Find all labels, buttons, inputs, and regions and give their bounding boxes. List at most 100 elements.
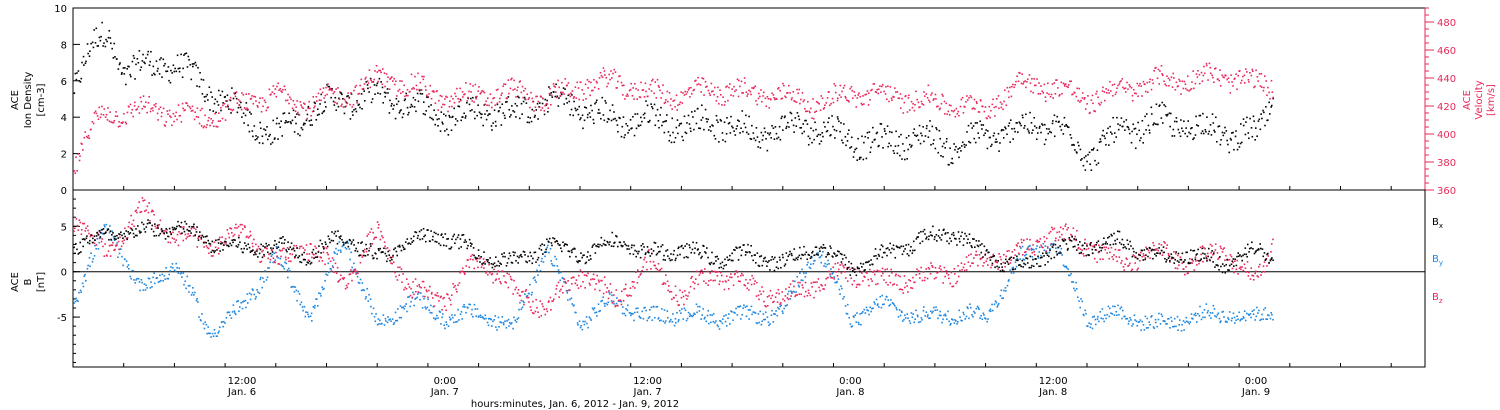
bx-point [97, 233, 100, 236]
by-point [566, 292, 569, 294]
by-point [764, 318, 767, 321]
by-point [364, 297, 367, 300]
velocity-point [1190, 88, 1193, 90]
by-point [274, 259, 277, 261]
velocity-point [1256, 75, 1259, 78]
by-point [781, 310, 784, 313]
velocity-point [869, 98, 871, 101]
velocity-point [265, 109, 268, 112]
density-point [445, 128, 448, 131]
bz-point [1082, 252, 1084, 255]
bz-point [417, 291, 420, 293]
by-point [380, 323, 382, 325]
bz-point [875, 283, 877, 286]
velocity-point [855, 106, 858, 108]
density-point [1053, 135, 1056, 138]
bz-point [529, 306, 532, 308]
bz-point [476, 260, 479, 263]
by-point [948, 320, 950, 323]
bz-point [770, 297, 772, 300]
velocity-point [669, 104, 672, 107]
density-point [136, 58, 139, 60]
bz-point [1211, 245, 1213, 247]
density-point [1047, 132, 1050, 135]
velocity-point [1092, 102, 1094, 105]
by-point [552, 264, 554, 267]
velocity-point [420, 89, 423, 91]
by-point [719, 319, 721, 322]
density-point [1189, 132, 1192, 135]
velocity-point [1265, 80, 1267, 82]
velocity-point [587, 87, 589, 89]
density-point [274, 137, 276, 139]
by-point [545, 251, 548, 253]
density-point [139, 69, 142, 71]
by-point [236, 300, 238, 303]
bz-point [900, 288, 902, 291]
by-point [682, 318, 685, 320]
by-point [809, 267, 812, 270]
velocity-point [993, 106, 996, 109]
velocity-point [1253, 86, 1255, 89]
density-point [1268, 113, 1271, 115]
by-point [154, 282, 156, 285]
bz-point [285, 258, 287, 261]
velocity-point [363, 83, 366, 85]
bz-point [560, 288, 562, 291]
velocity-point [130, 112, 133, 114]
by-point [468, 303, 470, 306]
bz-point [489, 271, 491, 274]
density-point [269, 133, 271, 136]
density-point [1035, 127, 1038, 129]
by-point [1232, 312, 1235, 315]
by-point [1117, 304, 1119, 307]
by-point [84, 273, 86, 276]
density-point [563, 103, 565, 105]
density-point [456, 120, 459, 122]
by-point [210, 336, 212, 338]
density-point [579, 118, 581, 121]
density-point [693, 110, 696, 112]
density-point [474, 117, 476, 120]
density-point [1041, 124, 1044, 126]
velocity-point [1087, 95, 1089, 97]
by-point [889, 303, 892, 306]
by-point [262, 277, 264, 279]
by-point [960, 319, 962, 322]
by-point [1133, 314, 1136, 317]
velocity-point [883, 90, 885, 93]
bz-point [460, 270, 463, 273]
bz-point [227, 232, 230, 235]
by-point [412, 291, 414, 294]
density-point [968, 140, 970, 143]
bz-point [182, 239, 185, 242]
density-point [583, 119, 586, 122]
density-point [498, 110, 500, 112]
density-point [263, 128, 265, 130]
by-point [528, 292, 530, 295]
velocity-point [259, 97, 261, 99]
velocity-point [261, 97, 264, 99]
by-point [649, 309, 651, 311]
velocity-point [521, 85, 524, 88]
velocity-point [1196, 76, 1199, 78]
bz-point [377, 227, 380, 229]
density-point [199, 71, 201, 74]
velocity-point [279, 88, 282, 90]
bz-point [1043, 236, 1046, 238]
density-point [1152, 123, 1154, 126]
velocity-point [1095, 93, 1097, 95]
density-point [109, 37, 112, 39]
velocity-point [598, 77, 601, 79]
velocity-point [586, 79, 589, 81]
bz-point [730, 273, 732, 275]
bz-point [1087, 247, 1090, 250]
density-point [439, 130, 442, 132]
bz-point [1133, 255, 1136, 257]
bz-point [705, 282, 707, 284]
velocity-point [1131, 99, 1134, 102]
top-panel-frame [72, 7, 1426, 191]
velocity-point [975, 101, 978, 103]
density-point [78, 80, 81, 82]
density-point [360, 93, 363, 95]
